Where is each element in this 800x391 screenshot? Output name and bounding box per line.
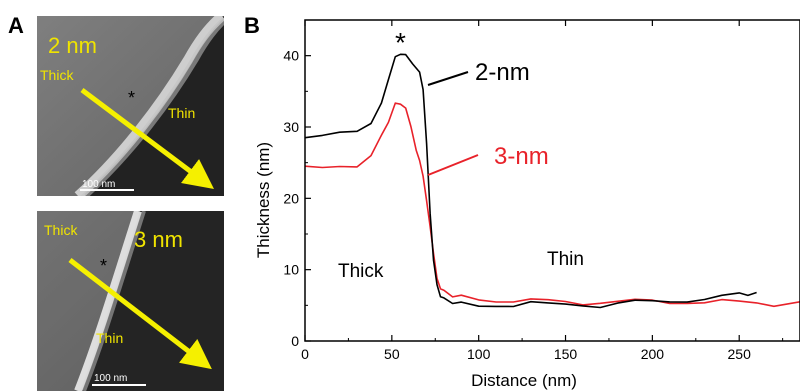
top-image-thick-label: Thick bbox=[40, 67, 74, 83]
x-axis-label: Distance (nm) bbox=[471, 371, 577, 390]
bottom-image-size-label: 3 nm bbox=[134, 227, 183, 252]
top-image-asterisk: * bbox=[128, 88, 135, 108]
x-tick-label: 150 bbox=[554, 346, 578, 362]
x-tick-label: 250 bbox=[728, 346, 752, 362]
bottom-image-profile-arrow bbox=[68, 258, 212, 370]
thickness-chart: 0 50 100 150 200 250 0 10 20 30 40 bbox=[283, 19, 800, 362]
axes: 0 50 100 150 200 250 0 10 20 30 40 bbox=[283, 20, 784, 362]
top-image-profile-arrow bbox=[80, 88, 214, 189]
y-tick-label: 20 bbox=[283, 190, 299, 206]
series-3nm-leader-line bbox=[427, 154, 479, 176]
peak-asterisk: * bbox=[395, 27, 406, 58]
top-image-thin-label: Thin bbox=[168, 105, 195, 121]
thick-region-label: Thick bbox=[338, 261, 384, 282]
series-3nm-label: 3-nm bbox=[494, 143, 549, 170]
micrograph-2nm bbox=[37, 16, 224, 196]
y-tick-label: 30 bbox=[283, 119, 299, 135]
top-image-scale-label: 100 nm bbox=[82, 179, 115, 190]
bottom-image-thick-label: Thick bbox=[44, 222, 78, 238]
series-2nm-leader-line bbox=[427, 71, 469, 86]
x-tick-label: 0 bbox=[301, 346, 309, 362]
y-tick-label: 40 bbox=[283, 48, 299, 64]
plot-frame-rect bbox=[304, 19, 800, 342]
panel-b-letter: B bbox=[244, 13, 260, 38]
series-line-3-nm bbox=[304, 102, 800, 308]
bottom-image-thin-label: Thin bbox=[96, 330, 123, 346]
y-tick-label: 0 bbox=[291, 333, 299, 349]
bottom-image-scale-label: 100 nm bbox=[94, 373, 127, 384]
x-tick-label: 200 bbox=[641, 346, 665, 362]
y-tick-label: 10 bbox=[283, 262, 299, 278]
x-tick-label: 50 bbox=[384, 346, 400, 362]
series-layer bbox=[304, 53, 800, 309]
thin-region-label: Thin bbox=[547, 249, 584, 270]
bottom-image-asterisk: * bbox=[100, 256, 107, 276]
top-image-size-label: 2 nm bbox=[48, 33, 97, 58]
x-tick-label: 100 bbox=[467, 346, 491, 362]
panel-a-letter: A bbox=[8, 13, 24, 38]
series-line-2-nm bbox=[304, 53, 757, 309]
plot-frame bbox=[304, 19, 800, 342]
series-2nm-label: 2-nm bbox=[475, 59, 530, 86]
micrograph-3nm bbox=[37, 211, 224, 391]
y-axis-label: Thickness (nm) bbox=[254, 142, 273, 258]
